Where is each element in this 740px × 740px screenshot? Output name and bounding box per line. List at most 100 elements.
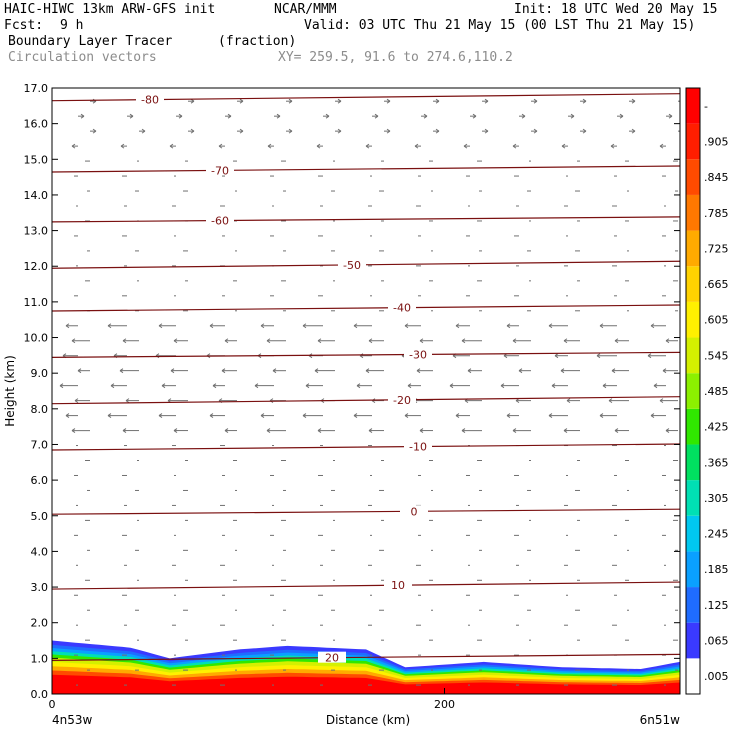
vector-arrowhead bbox=[119, 368, 124, 374]
vector-arrowhead bbox=[554, 353, 559, 359]
vector-arrowhead bbox=[260, 413, 265, 419]
contour-label-bg bbox=[206, 164, 234, 176]
vector-arrowhead bbox=[650, 323, 655, 329]
vector-arrowhead bbox=[224, 428, 229, 433]
colorbar-swatch bbox=[686, 408, 700, 445]
vector-arrowhead bbox=[563, 338, 568, 344]
y-tick-label: 15.0 bbox=[24, 153, 49, 166]
colorbar-swatch bbox=[686, 301, 700, 338]
tracer-band-9 bbox=[52, 674, 680, 694]
vector-arrowhead bbox=[209, 413, 214, 419]
contour-label: -20 bbox=[393, 394, 411, 407]
vector-arrowhead bbox=[170, 368, 175, 374]
contour-line bbox=[52, 304, 680, 312]
vector-arrowhead bbox=[74, 398, 79, 404]
vector-arrowhead bbox=[161, 383, 166, 389]
vector-arrowhead bbox=[107, 323, 112, 329]
vector-arrowhead bbox=[551, 383, 556, 389]
colorbar-swatch bbox=[686, 88, 700, 124]
contour-label: -50 bbox=[343, 259, 361, 272]
vector-arrowhead bbox=[599, 413, 604, 419]
colorbar-swatch bbox=[686, 444, 700, 481]
contour-label-bg bbox=[388, 301, 416, 313]
y-tick-label: 5.0 bbox=[31, 510, 49, 523]
vector-arrowhead bbox=[560, 368, 565, 374]
vector-arrowhead bbox=[122, 428, 127, 433]
vector-arrowhead bbox=[449, 383, 454, 389]
colorbar-swatch bbox=[686, 515, 700, 552]
colorbar-label: .305 bbox=[704, 492, 729, 505]
vector-arrowhead bbox=[461, 428, 466, 433]
contour-labels: -80 -70 -60 -50 -40 -30 -20 -10 0 10 20 bbox=[136, 93, 432, 665]
colorbar-label: .905 bbox=[704, 135, 729, 148]
vector-arrowhead bbox=[122, 338, 127, 344]
vector-arrowhead bbox=[77, 368, 82, 374]
contour-label: 10 bbox=[391, 579, 405, 592]
vector-arrowhead bbox=[419, 338, 424, 344]
vector-arrowhead bbox=[665, 338, 670, 344]
vector-arrowhead bbox=[404, 323, 409, 329]
vector-arrowhead bbox=[619, 113, 624, 119]
y-tick-label: 8.0 bbox=[31, 403, 49, 416]
vector-arrowhead bbox=[212, 383, 217, 389]
vector-arrowhead bbox=[173, 428, 178, 433]
vector-arrowhead bbox=[120, 143, 125, 149]
contour-label: -30 bbox=[409, 348, 427, 361]
contour-label: -10 bbox=[409, 441, 427, 454]
colorbar-label: .665 bbox=[704, 278, 729, 291]
contour-line bbox=[52, 216, 680, 223]
vector-arrowhead bbox=[107, 413, 112, 419]
init-time: Init: 18 UTC Wed 20 May 15 bbox=[514, 2, 718, 17]
y-tick-label: 6.0 bbox=[31, 474, 49, 487]
vector-arrowhead bbox=[484, 128, 489, 134]
vector-arrowhead bbox=[681, 99, 684, 103]
vector-arrowhead bbox=[659, 398, 664, 404]
vector-arrowhead bbox=[570, 113, 575, 119]
vector-arrowhead bbox=[368, 428, 373, 433]
vectors-label: Circulation vectors bbox=[8, 50, 157, 65]
colorbar-label: .725 bbox=[704, 242, 729, 255]
vector-arrowhead bbox=[608, 398, 613, 404]
vector-arrowhead bbox=[472, 113, 477, 119]
vector-arrowhead bbox=[461, 338, 466, 344]
vector-arrowhead bbox=[463, 143, 468, 149]
vector-arrowhead bbox=[500, 383, 505, 389]
vector-arrowhead bbox=[653, 383, 658, 389]
vector-arrowhead bbox=[566, 398, 571, 404]
vector-arrowhead bbox=[267, 143, 272, 149]
colorbar-label: .785 bbox=[704, 207, 729, 220]
vector-arrowhead bbox=[386, 98, 391, 104]
colorbar-swatch bbox=[686, 123, 700, 160]
vector-arrowhead bbox=[239, 98, 244, 104]
colorbar-label: .245 bbox=[704, 528, 729, 541]
contour-label-bg bbox=[318, 651, 346, 663]
vector-arrowhead bbox=[353, 413, 358, 419]
colorbar-swatch bbox=[686, 337, 700, 374]
colorbar-swatch bbox=[686, 480, 700, 516]
contour-label-bg bbox=[384, 579, 412, 591]
contour-line bbox=[52, 165, 680, 173]
vector-arrowhead bbox=[512, 428, 517, 433]
vector-arrowhead bbox=[614, 428, 619, 433]
vector-arrowhead bbox=[662, 368, 667, 374]
vector-arrowhead bbox=[305, 383, 310, 389]
vector-arrowhead bbox=[518, 368, 523, 374]
vector-arrowhead bbox=[356, 383, 361, 389]
y-tick-label: 13.0 bbox=[24, 225, 49, 238]
vector-arrowhead bbox=[533, 128, 538, 134]
contour-line bbox=[52, 653, 680, 661]
vector-arrowhead bbox=[614, 338, 619, 344]
vector-arrowhead bbox=[178, 113, 183, 119]
vector-arrowhead bbox=[659, 143, 664, 149]
y-tick-label: 12.0 bbox=[24, 260, 49, 273]
vector-arrowhead bbox=[92, 128, 97, 134]
xy-label: XY= 259.5, 91.6 to 274.6,110.2 bbox=[278, 50, 513, 65]
contour-label-bg bbox=[400, 505, 428, 517]
colorbar-label: .365 bbox=[704, 456, 729, 469]
x-tick-label: 200 bbox=[434, 698, 455, 711]
colorbar-swatch bbox=[686, 587, 700, 623]
contour-line bbox=[52, 508, 680, 515]
field-units: (fraction) bbox=[218, 34, 297, 49]
model-title: HAIC-HIWC 13km ARW-GFS init bbox=[4, 2, 216, 17]
vector-arrowhead bbox=[158, 323, 163, 329]
